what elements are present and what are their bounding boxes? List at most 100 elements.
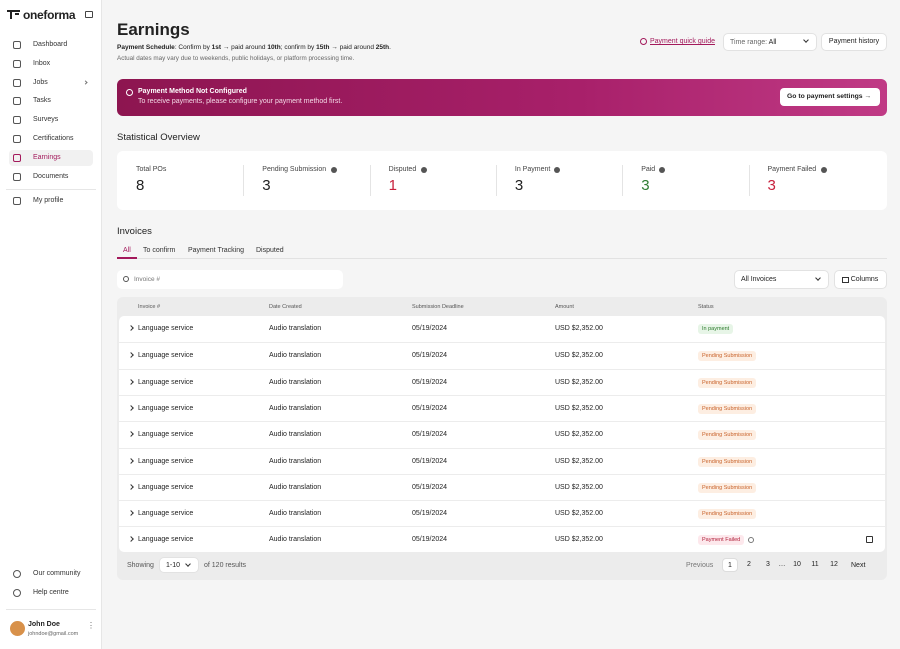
help-icon [821, 167, 828, 173]
table-row[interactable]: Language service Audio translation 05/19/2… [119, 316, 885, 342]
table-cell: Language service [138, 352, 194, 360]
status-badge: Pending Submission [698, 403, 757, 414]
status-badge: Pending Submission [698, 456, 757, 467]
nav-icon [13, 97, 21, 106]
column-header: Amount [555, 304, 574, 310]
collapse-button[interactable] [85, 11, 93, 18]
help-icon [554, 167, 561, 173]
status-badge: In payment [698, 324, 734, 334]
table-cell: USD $2,352.00 [555, 352, 603, 360]
nav-item[interactable]: Earnings [9, 149, 93, 166]
table-cell: Language service [138, 457, 194, 465]
stat-value: 3 [262, 177, 271, 194]
previous-button[interactable]: Previous [686, 562, 714, 569]
expand-chevron [128, 536, 134, 543]
nav-item[interactable]: Tasks [9, 93, 93, 109]
tab[interactable]: All [117, 247, 137, 259]
stat-label: Disputed [388, 166, 417, 173]
table-cell: USD $2,352.00 [555, 404, 603, 412]
table-row[interactable]: Language service Audio translation 05/19/2… [119, 421, 885, 447]
nav-item[interactable]: Certifications [9, 131, 93, 147]
page-title: Earnings [117, 20, 190, 39]
time-range-select[interactable]: Time range: All [723, 33, 817, 51]
table-cell: Audio translation [269, 352, 322, 360]
table-row[interactable]: Language service Audio translation 05/19/2… [119, 500, 885, 526]
link-label: Our community [33, 570, 81, 577]
next-button[interactable]: Next [851, 562, 866, 569]
table-cell: USD $2,352.00 [555, 431, 603, 439]
columns-button[interactable]: Columns [834, 270, 887, 289]
nav-item[interactable]: Surveys [9, 112, 93, 128]
tab[interactable]: To confirm [143, 247, 176, 254]
nav-label: Surveys [33, 116, 59, 124]
nav-item[interactable]: My profile [9, 193, 93, 209]
page-button[interactable]: 11 [811, 561, 819, 568]
payment-schedule: Payment Schedule: Confirm by 1st → paid … [117, 44, 391, 51]
table-row[interactable]: Language service Audio translation 05/19/2… [119, 342, 885, 368]
stat-value: 3 [641, 177, 650, 194]
help-icon [420, 167, 427, 173]
table-cell: 05/19/2024 [412, 378, 448, 386]
help-icon [658, 167, 665, 173]
page-size-select[interactable]: 1-10 [159, 557, 199, 573]
page-button[interactable]: 1 [722, 558, 738, 572]
nav-icon [13, 172, 21, 181]
info-icon [748, 537, 754, 544]
table-cell: Language service [138, 483, 194, 491]
table-row[interactable]: Language service Audio translation 05/19/2… [119, 447, 885, 474]
payment-history-button[interactable]: Payment history [821, 33, 887, 51]
column-header: Status [698, 304, 714, 310]
divider [6, 189, 96, 190]
page-button[interactable]: 12 [830, 561, 838, 568]
divider [6, 609, 96, 610]
tab[interactable]: Payment Tracking [188, 247, 245, 254]
sidebar: oneforma My profile John Doe johndoe@gma… [0, 0, 102, 649]
page-button[interactable]: 3 [766, 561, 770, 568]
nav-item[interactable]: Jobs [9, 75, 93, 91]
nav-item[interactable]: Inbox [9, 56, 93, 72]
select-arrow [185, 561, 191, 567]
table-row[interactable]: Language service Audio translation 05/19/2… [119, 394, 885, 421]
settings-button[interactable]: Go to payment settings → [780, 88, 880, 106]
table-cell: Language service [138, 325, 194, 332]
stat-value: 3 [514, 177, 524, 194]
page-button[interactable]: 10 [793, 561, 801, 568]
status-badge: Pending Submission [698, 509, 757, 520]
action-icon[interactable] [866, 536, 873, 544]
table-cell: Language service [138, 536, 194, 544]
showing-label: Showing [127, 562, 154, 569]
page-button[interactable]: 2 [747, 561, 751, 568]
tab[interactable]: Disputed [256, 247, 284, 254]
schedule-part: → paid around [329, 44, 376, 51]
stat-divider [369, 165, 371, 196]
schedule-part: : Confirm by [174, 44, 212, 51]
table-cell: Language service [138, 404, 194, 412]
nav-item[interactable]: Dashboard [9, 37, 93, 53]
alert-message: To receive payments, please configure yo… [138, 98, 343, 105]
stat-divider [243, 165, 245, 196]
schedule-part: Payment Schedule [117, 44, 175, 51]
filter-value: All Invoices [741, 276, 777, 283]
nav-label: Jobs [33, 78, 48, 86]
table-cell: USD $2,352.00 [555, 510, 603, 518]
table-cell: Audio translation [269, 378, 322, 386]
invoice-filter[interactable]: All Invoices [734, 270, 829, 289]
logo-icon [7, 10, 20, 19]
table-row[interactable]: Language service Audio translation 05/19/2… [119, 368, 885, 395]
nav-icon [13, 153, 21, 162]
table-row[interactable]: Language service Audio translation 05/19/2… [119, 473, 885, 500]
table-cell: 05/19/2024 [412, 510, 448, 518]
guide-link[interactable]: Payment quick guide [650, 38, 715, 45]
link-icon [13, 570, 21, 578]
nav-icon [13, 59, 21, 68]
table-cell: USD $2,352.00 [555, 483, 603, 491]
user-menu[interactable]: ⋮ [87, 621, 95, 630]
nav-label: Tasks [33, 97, 51, 105]
search-input[interactable]: Invoice # [117, 270, 343, 289]
column-header: Invoice # [138, 304, 161, 310]
nav-item[interactable]: Documents [9, 169, 93, 185]
footer-link[interactable]: Help centre [9, 585, 93, 601]
column-header: Submission Deadline [412, 304, 464, 310]
footer-link[interactable]: Our community [9, 566, 93, 582]
table-row[interactable]: Language service Audio translation 05/19/2… [119, 526, 885, 552]
